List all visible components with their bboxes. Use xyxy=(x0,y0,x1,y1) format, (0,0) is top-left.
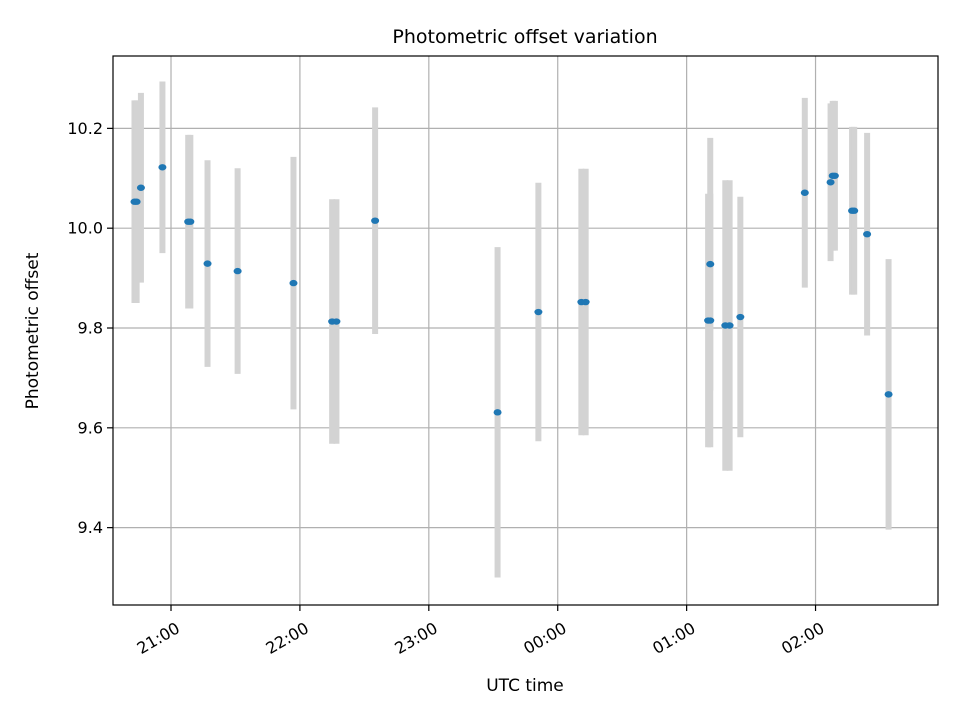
y-tick-label: 9.4 xyxy=(78,518,103,537)
data-point xyxy=(725,322,734,329)
data-point xyxy=(830,172,839,179)
y-axis: 9.4 9.6 9.8 10.0 10.2 xyxy=(67,119,113,537)
y-tick-label: 10.0 xyxy=(67,219,103,238)
data-point xyxy=(706,260,715,268)
data-point xyxy=(706,317,715,324)
y-axis-title: Photometric offset xyxy=(23,252,43,409)
data-point xyxy=(332,318,341,325)
data-point xyxy=(371,217,380,224)
data-point xyxy=(289,279,298,287)
data-points xyxy=(130,164,893,416)
data-point xyxy=(158,164,167,171)
data-point xyxy=(826,179,835,186)
data-point xyxy=(800,189,809,196)
data-point xyxy=(850,207,859,214)
y-tick-label: 9.8 xyxy=(78,319,103,338)
data-point xyxy=(186,218,195,225)
y-tick-label: 10.2 xyxy=(67,119,103,138)
data-point xyxy=(493,409,502,416)
chart-title: Photometric offset variation xyxy=(392,26,657,48)
data-point xyxy=(132,198,141,205)
data-point xyxy=(736,313,745,321)
y-tick-label: 9.6 xyxy=(78,418,103,437)
data-point xyxy=(136,184,145,191)
data-point xyxy=(233,267,242,275)
grid xyxy=(113,56,938,605)
plot-frame xyxy=(112,55,939,606)
data-point xyxy=(884,391,893,398)
data-point xyxy=(203,260,212,267)
x-axis-title: UTC time xyxy=(486,676,564,696)
data-point xyxy=(581,298,590,306)
data-point xyxy=(534,308,543,316)
data-point xyxy=(863,230,872,238)
